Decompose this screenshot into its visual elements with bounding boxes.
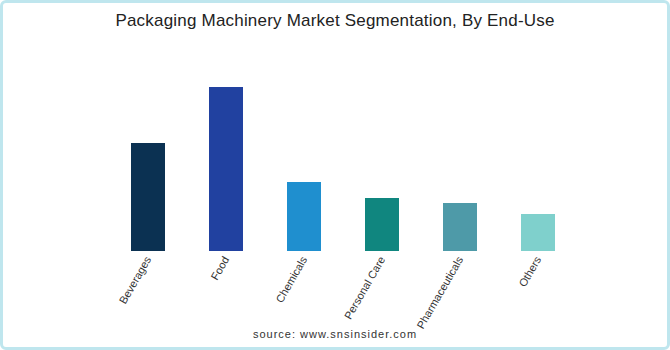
svg-text:Food: Food xyxy=(208,254,231,282)
svg-text:Pharmaceuticals: Pharmaceuticals xyxy=(414,254,465,330)
svg-text:Others: Others xyxy=(516,254,543,289)
svg-text:Personal Care: Personal Care xyxy=(342,254,388,321)
svg-text:Beverages: Beverages xyxy=(117,254,154,306)
svg-text:Chemicals: Chemicals xyxy=(273,254,309,305)
html-text:Packaging Machinery Market Seg: Packaging Machinery Market Segmentation,… xyxy=(115,11,555,30)
html-text:source: www.snsinsider.com: source: www.snsinsider.com xyxy=(252,328,418,340)
